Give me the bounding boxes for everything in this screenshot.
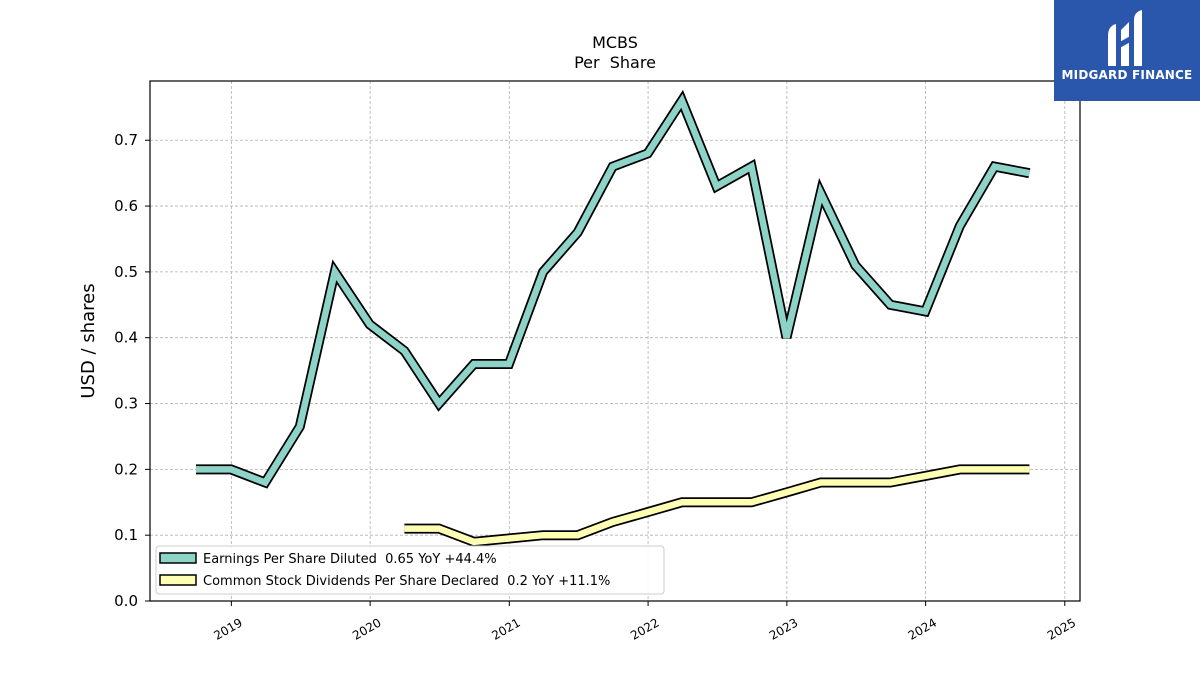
x-tick-label: 2025 <box>1045 615 1078 642</box>
midgard-finance-logo: MIDGARD FINANCE <box>1054 0 1200 101</box>
series-line-eps <box>196 93 1031 487</box>
y-axis: 0.0 0.1 0.2 0.3 0.4 0.5 0.6 0.7 <box>114 131 150 610</box>
x-tick-label: 2023 <box>767 615 800 642</box>
y-tick-label: 0.2 <box>114 460 138 478</box>
legend-swatch-eps <box>159 552 197 564</box>
x-tick-label: 2019 <box>211 615 244 642</box>
y-tick-label: 0.3 <box>114 395 138 413</box>
y-tick-label: 0.6 <box>114 197 138 215</box>
y-axis-label: USD / shares <box>78 283 99 398</box>
y-tick-label: 0.5 <box>114 263 138 281</box>
y-tick-label: 0.7 <box>114 131 138 149</box>
series-outline-dividends <box>404 464 1030 547</box>
legend: Earnings Per Share Diluted 0.65 YoY +44.… <box>155 545 665 595</box>
x-tick-label: 2021 <box>489 615 522 642</box>
logo-mark-icon <box>1108 10 1142 66</box>
legend-label-dividends: Common Stock Dividends Per Share Declare… <box>203 574 610 589</box>
series-line-dividends <box>404 466 1030 546</box>
legend-swatch-dividends <box>159 574 197 586</box>
series-outline-eps <box>196 89 1031 489</box>
legend-label-eps: Earnings Per Share Diluted 0.65 YoY +44.… <box>203 552 497 567</box>
plot-frame <box>149 80 1081 602</box>
logo-text: MIDGARD FINANCE <box>1061 68 1193 82</box>
legend-box <box>155 545 665 595</box>
y-tick-label: 0.1 <box>114 526 138 544</box>
y-tick-label: 0.0 <box>114 592 138 610</box>
x-tick-label: 2024 <box>906 615 939 642</box>
x-tick-label: 2020 <box>350 615 383 642</box>
x-tick-label: 2022 <box>628 615 661 642</box>
chart-title: MCBS <box>592 33 638 52</box>
x-axis: 2019 2020 2021 2022 2023 2024 2025 <box>211 601 1078 643</box>
y-tick-label: 0.4 <box>114 329 138 347</box>
chart-subtitle: Per Share <box>574 53 656 72</box>
series-layer <box>196 89 1031 547</box>
